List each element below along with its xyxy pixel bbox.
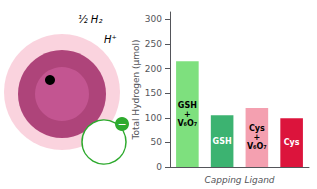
svg-text:50: 50 — [151, 137, 163, 147]
svg-text:H⁺: H⁺ — [104, 34, 117, 45]
svg-text:100: 100 — [145, 113, 162, 123]
svg-text:200: 200 — [145, 64, 162, 74]
svg-text:+: + — [254, 133, 261, 142]
svg-text:300: 300 — [145, 14, 162, 24]
svg-text:V₆O₇: V₆O₇ — [177, 119, 197, 128]
svg-text:150: 150 — [145, 88, 162, 98]
svg-text:Cys: Cys — [284, 138, 300, 147]
svg-text:Capping Ligand: Capping Ligand — [204, 175, 274, 185]
svg-text:GSH: GSH — [213, 137, 232, 146]
svg-text:V₆O₇: V₆O₇ — [247, 142, 267, 151]
svg-text:0: 0 — [156, 162, 162, 172]
svg-text:½ H₂: ½ H₂ — [78, 14, 102, 25]
svg-text:+: + — [184, 110, 191, 119]
svg-text:250: 250 — [145, 39, 162, 49]
svg-text:−: − — [117, 118, 126, 131]
svg-text:GSH: GSH — [178, 101, 197, 110]
svg-text:Total Hydrogen (μmol): Total Hydrogen (μmol) — [131, 39, 141, 140]
svg-text:Cys: Cys — [249, 124, 265, 133]
